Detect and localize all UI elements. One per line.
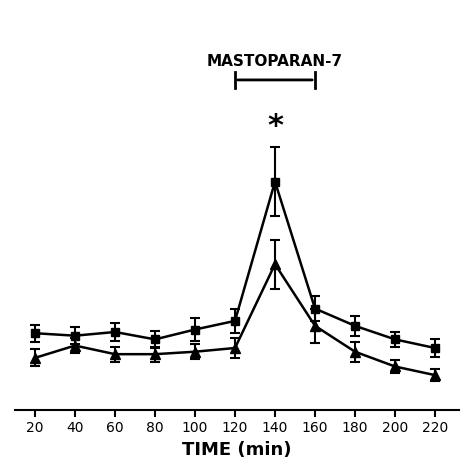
X-axis label: TIME (min): TIME (min) [182,441,292,459]
Text: MASTOPARAN-7: MASTOPARAN-7 [207,54,343,69]
Text: *: * [267,112,283,141]
